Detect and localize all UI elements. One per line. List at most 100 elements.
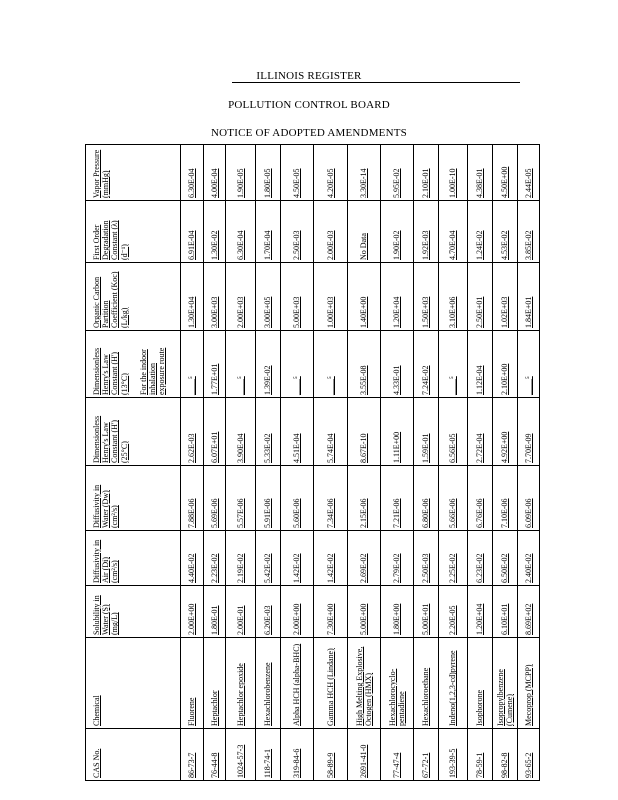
value-cell: 1.12E-04: [467, 330, 493, 398]
cell-text: Hexachlorocyclo-pentadiene: [387, 668, 406, 726]
cell-text: 5.60E-06: [292, 498, 302, 528]
value-cell: 5.00E+00: [347, 585, 381, 638]
column-header: Chemical: [85, 637, 181, 729]
value-cell: 5.60E-06: [280, 465, 314, 531]
value-cell: 2.20E-05: [438, 585, 468, 638]
cell-text: 4.70E-04: [448, 230, 458, 260]
cell-text: 4.40E-02: [187, 553, 197, 583]
cas-number-cell: 118-74-1: [255, 728, 281, 781]
chemical-name-cell: Gamma HCH (Lindane): [313, 637, 348, 729]
chemical-name-cell: Isophorone: [467, 637, 493, 729]
cell-text: Mecoprop (MCPP): [523, 664, 533, 726]
cell-text: 4.50E-05: [292, 168, 302, 198]
chemical-name-cell: Fluorene: [180, 637, 204, 729]
column-header-label: Diffusivity in Air (Di) (cm²/s): [92, 539, 120, 583]
value-cell: 5.91E-06: [255, 465, 281, 531]
cell-text: 5.33E-02: [263, 433, 273, 463]
cell-text: 1.80E-05: [263, 168, 273, 198]
value-cell: 7.30E+00: [313, 585, 348, 638]
cell-text: 2.40E-02: [523, 553, 533, 583]
cell-text: 8.67E-10: [359, 433, 369, 463]
cell-text: 1.70E-04: [263, 230, 273, 260]
cell-text: 5.69E-06: [209, 498, 219, 528]
value-cell: 7.21E-06: [380, 465, 414, 531]
value-cell: 7.24E-02: [413, 330, 439, 398]
value-cell: 2.50E+01: [467, 262, 493, 331]
table-row: 93-65-2 Mecoprop (MCPP) 8.69E+02 2.40E-02 6.…: [517, 144, 540, 781]
value-cell: 1.42E-02: [280, 530, 314, 586]
cell-text: 6.56E-05: [448, 433, 458, 463]
cell-text: 6.20E-03: [263, 605, 273, 635]
cell-text: 5.66E-06: [448, 498, 458, 528]
chemical-name-cell: Hexachloroethane: [413, 637, 439, 729]
value-cell: 5.74E-04: [313, 397, 348, 466]
cell-text: 6.09E-06: [523, 498, 533, 528]
cell-text: 6.76E-06: [475, 498, 485, 528]
column-header-label: Diffusivity in Water (Dw) (cm²/s): [92, 484, 120, 528]
value-cell: 1.40E+00: [347, 262, 381, 331]
value-cell: 2.00E-01: [225, 585, 256, 638]
chemical-properties-table: CAS No. Chemical Solubility in Water (S) (…: [85, 144, 540, 781]
cell-text: 1.90E-02: [392, 230, 402, 260]
cell-text: Alpha HCH (alpha-BHC): [292, 643, 302, 726]
value-cell: 4.53E-02: [492, 200, 518, 263]
value-cell: 6.20E-03: [255, 585, 281, 638]
cell-text: 2.00E-03: [325, 230, 335, 260]
cell-text: 1.00E-10: [448, 168, 458, 198]
cell-text: Heptachlor: [209, 690, 219, 726]
cell-text: 2.23E-02: [209, 553, 219, 583]
column-header-label: Dimensionless Henry's Law Constant (H') …: [92, 415, 129, 463]
cell-text: ____⁵: [523, 376, 533, 395]
cas-number-cell: 77-47-4: [380, 728, 414, 781]
cell-text: 2.00E+03: [235, 296, 245, 328]
cell-text: 7.24E-02: [421, 365, 431, 395]
column-header: Vapor Pressure (mmHg): [85, 144, 181, 201]
chemical-name-cell: Heptachlor: [203, 637, 226, 729]
cas-number-cell: 78-59-1: [467, 728, 493, 781]
header-row: CAS No. Chemical Solubility in Water (S) (…: [85, 144, 181, 781]
value-cell: 7.88E-06: [180, 465, 204, 531]
cell-text: 193-39-5: [448, 748, 458, 778]
cell-text: 1.02E+03: [500, 296, 510, 328]
cell-text: 3.30E-14: [359, 168, 369, 198]
value-cell: No Data: [347, 200, 381, 263]
value-cell: 5.00E+03: [280, 262, 314, 331]
cell-text: 5.91E-06: [263, 498, 273, 528]
value-cell: 1.20E+04: [467, 585, 493, 638]
value-cell: 2.25E-02: [438, 530, 468, 586]
table-row: 67-72-1 Hexachloroethane 5.00E+01 2.50E-03 6…: [413, 144, 439, 781]
cell-text: 76-44-8: [209, 752, 219, 778]
table-row: 98-82-8 Isopropylbenzene (Cumene) 6.10E+01…: [492, 144, 518, 781]
cell-text: 118-74-1: [263, 748, 273, 778]
cell-text: 3.00E+05: [263, 296, 273, 328]
cell-text: 77-47-4: [392, 752, 402, 778]
value-cell: 4.51E-04: [280, 397, 314, 466]
value-cell: 2.15E-06: [347, 465, 381, 531]
cas-number-cell: 86-73-7: [180, 728, 204, 781]
value-cell: 5.00E+01: [413, 585, 439, 638]
value-cell: 2.50E-03: [413, 530, 439, 586]
value-cell: 7.70E-09: [517, 397, 540, 466]
cell-text: Isophorone: [475, 690, 485, 726]
cell-text: High Melting Explosive, Octogen (HMX): [354, 646, 373, 726]
cell-text: 4.51E-04: [292, 433, 302, 463]
value-cell: 4.70E-04: [438, 200, 468, 263]
value-cell: 5.95E-02: [380, 144, 414, 201]
value-cell: 1.42E-02: [313, 530, 348, 586]
value-cell: 7.34E-06: [313, 465, 348, 531]
column-header-label: CAS No.: [92, 748, 101, 778]
cell-text: 2.50E-03: [292, 230, 302, 260]
value-cell: 5.57E-06: [225, 465, 256, 531]
cell-text: 93-65-2: [523, 752, 533, 778]
value-cell: 1.90E-05: [225, 144, 256, 201]
cell-text: 6.80E-06: [421, 498, 431, 528]
column-header: Solubility in Water (S) (mg/L): [85, 585, 181, 638]
value-cell: 4.50E+00: [492, 144, 518, 201]
cell-text: 6.23E-02: [475, 553, 485, 583]
cell-text: 1024-57-3: [235, 744, 245, 778]
column-header: Diffusivity in Air (Di) (cm²/s): [85, 530, 181, 586]
cell-text: ____⁵: [235, 376, 245, 395]
column-header: First Order Degradation Constant (λ) (d⁻…: [85, 200, 181, 263]
cell-text: 5.00E+03: [292, 296, 302, 328]
cas-number-cell: 76-44-8: [203, 728, 226, 781]
